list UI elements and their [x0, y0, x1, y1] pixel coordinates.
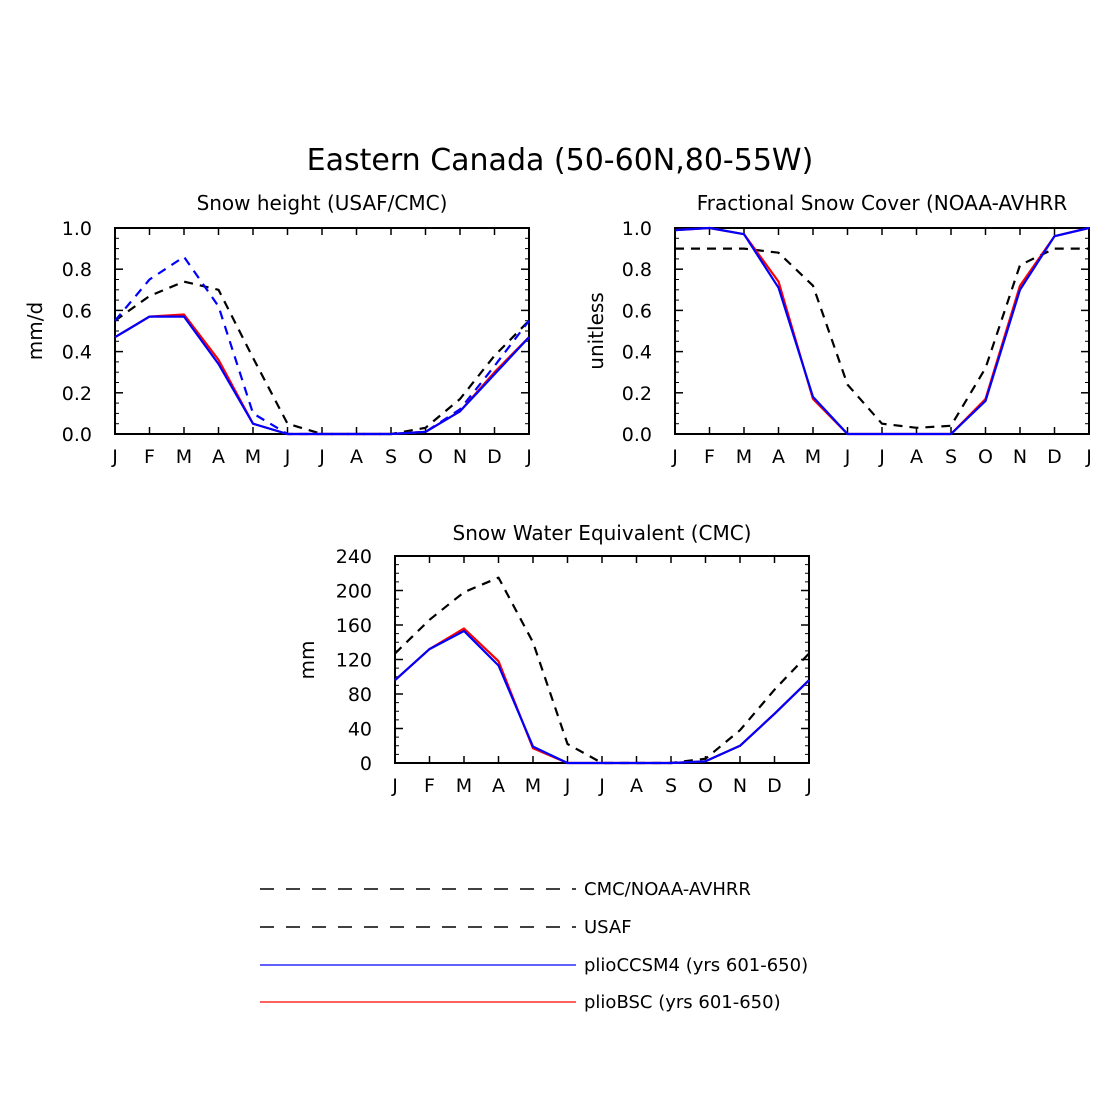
- x-tick-label: J: [1085, 446, 1092, 468]
- x-tick-label: N: [1013, 446, 1027, 468]
- y-tick-label: 0: [360, 753, 372, 775]
- y-tick-label: 0.8: [622, 259, 652, 281]
- y-tick-label: 1.0: [622, 218, 652, 240]
- series-line-cmc: [394, 576, 810, 765]
- x-tick-label: J: [564, 775, 571, 797]
- x-tick-label: M: [456, 775, 472, 797]
- x-tick-label: J: [318, 446, 325, 468]
- x-tick-label: A: [910, 446, 923, 468]
- y-tick-label: 200: [336, 581, 372, 603]
- x-tick-label: A: [212, 446, 225, 468]
- y-axis-label: mm/d: [23, 302, 47, 360]
- y-tick-label: 120: [336, 650, 372, 672]
- x-tick-label: J: [391, 775, 398, 797]
- x-tick-label: N: [733, 775, 747, 797]
- plot-frame: [394, 555, 810, 764]
- y-tick-label: 80: [348, 684, 372, 706]
- x-tick-label: S: [385, 446, 397, 468]
- plot-frame: [674, 227, 1090, 435]
- legend-label: USAF: [584, 917, 632, 938]
- x-tick-label: M: [176, 446, 192, 468]
- x-tick-label: J: [844, 446, 851, 468]
- x-tick-label: A: [630, 775, 643, 797]
- panel-title: Snow Water Equivalent (CMC): [453, 521, 752, 545]
- x-tick-label: D: [767, 775, 782, 797]
- y-tick-label: 1.0: [62, 218, 92, 240]
- y-tick-label: 40: [348, 719, 372, 741]
- series-line-pliobsc-yrs-601-650: [674, 226, 1090, 436]
- y-tick-label: 0.0: [62, 424, 92, 446]
- series-line-pliobsc-yrs-601-650: [394, 627, 810, 765]
- x-tick-label: S: [945, 446, 957, 468]
- series-line-plioccsm4-yrs-601-650: [674, 226, 1090, 436]
- x-tick-label: F: [704, 446, 715, 468]
- x-tick-label: D: [1047, 446, 1062, 468]
- y-tick-label: 160: [336, 615, 372, 637]
- y-tick-label: 240: [336, 546, 372, 568]
- y-tick-label: 0.2: [622, 383, 652, 405]
- y-tick-label: 0.6: [62, 300, 92, 322]
- legend-label: plioBSC (yrs 601-650): [584, 992, 781, 1013]
- series-line-plioccsm4-yrs-601-650: [394, 629, 810, 765]
- series-line-pliobsc-yrs-601-650: [114, 313, 530, 436]
- x-tick-label: J: [111, 446, 118, 468]
- legend-label: plioCCSM4 (yrs 601-650): [584, 955, 808, 976]
- series-line-plioccsm4-yrs-601-650: [114, 315, 530, 436]
- y-axis-label: unitless: [584, 292, 608, 369]
- y-tick-label: 0.4: [62, 342, 92, 364]
- x-tick-label: A: [492, 775, 505, 797]
- x-tick-label: M: [805, 446, 821, 468]
- x-tick-label: J: [598, 775, 605, 797]
- y-tick-label: 0.6: [622, 300, 652, 322]
- x-tick-label: D: [487, 446, 502, 468]
- panel-title: Snow height (USAF/CMC): [197, 191, 448, 215]
- x-tick-label: N: [453, 446, 467, 468]
- x-tick-label: M: [245, 446, 261, 468]
- x-tick-label: S: [665, 775, 677, 797]
- x-tick-label: O: [978, 446, 993, 468]
- x-tick-label: M: [525, 775, 541, 797]
- panel-title: Fractional Snow Cover (NOAA-AVHRR: [697, 191, 1068, 215]
- x-tick-label: J: [671, 446, 678, 468]
- panel-fractional-snow-cover: Fractional Snow Cover (NOAA-AVHRR unitle…: [584, 191, 1092, 468]
- x-tick-label: A: [350, 446, 363, 468]
- series-line-cmc: [114, 280, 530, 436]
- x-tick-label: F: [144, 446, 155, 468]
- x-tick-label: J: [805, 775, 812, 797]
- x-tick-label: A: [772, 446, 785, 468]
- legend: CMC/NOAA-AVHRR USAF plioCCSM4 (yrs 601-6…: [260, 879, 808, 1013]
- x-tick-label: O: [698, 775, 713, 797]
- legend-label: CMC/NOAA-AVHRR: [584, 879, 751, 900]
- x-tick-label: M: [736, 446, 752, 468]
- x-tick-label: J: [284, 446, 291, 468]
- x-tick-label: F: [424, 775, 435, 797]
- x-tick-label: O: [418, 446, 433, 468]
- y-tick-label: 0.0: [622, 424, 652, 446]
- main-title: Eastern Canada (50-60N,80-55W): [307, 143, 814, 178]
- y-axis-label: mm: [295, 641, 319, 680]
- y-tick-label: 0.2: [62, 383, 92, 405]
- x-tick-label: J: [878, 446, 885, 468]
- y-tick-label: 0.8: [62, 259, 92, 281]
- y-tick-label: 0.4: [622, 342, 652, 364]
- series-line-noaa-avhrr: [675, 247, 1089, 429]
- x-tick-label: J: [525, 446, 532, 468]
